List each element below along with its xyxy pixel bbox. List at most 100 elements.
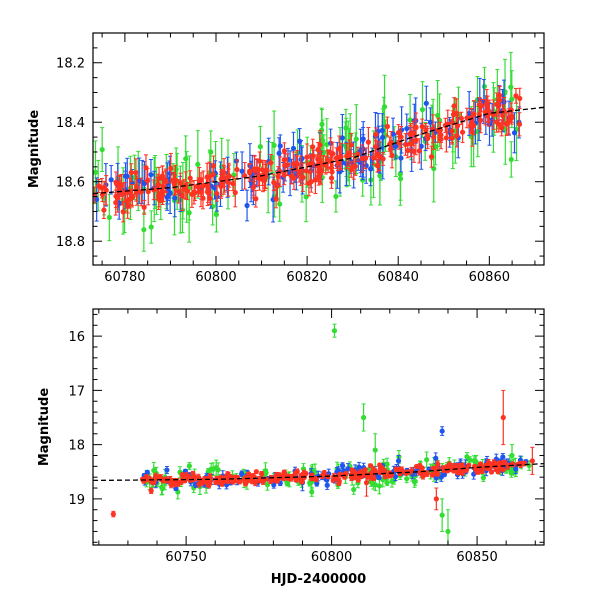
top-x-tick-label: 60840 (378, 270, 419, 285)
top-blue-point (466, 91, 472, 136)
bottom-green-point (424, 451, 430, 468)
top-red-point (198, 177, 204, 208)
top-blue-point (404, 113, 410, 144)
top-red-point (273, 188, 279, 209)
top-blue-point (108, 165, 114, 195)
bottom-red-point (456, 462, 462, 470)
bottom-red-point (321, 470, 327, 476)
bottom-plot-area (93, 323, 544, 545)
bottom-red-point (393, 466, 399, 473)
bottom-red-point (168, 480, 174, 489)
bottom-red-point (435, 470, 441, 477)
top-red-point (312, 165, 319, 195)
top-red-point (348, 132, 354, 158)
top-blue-point (296, 128, 303, 155)
top-y-tick-label: 18.6 (56, 176, 85, 191)
bottom-red-point (476, 469, 482, 475)
bottom-red-point (418, 471, 424, 477)
top-axes-frame (92, 32, 545, 266)
top-red-point (497, 85, 503, 115)
top-red-point (168, 152, 174, 184)
bottom-green-point (186, 462, 192, 470)
top-red-point (127, 177, 133, 206)
top-red-point (513, 87, 519, 104)
top-x-tick-label: 60800 (195, 270, 236, 285)
bottom-blue-outlier (439, 426, 445, 436)
bottom-red-point (199, 480, 205, 486)
top-red-point (138, 177, 144, 207)
top-x-tick-label: 60780 (104, 270, 145, 285)
bottom-red-point (294, 468, 300, 475)
bottom-red-point (257, 477, 263, 484)
top-red-point (359, 144, 365, 173)
top-red-point (428, 145, 435, 168)
bottom-blue-point (376, 475, 382, 481)
top-red-point (328, 153, 335, 183)
bottom-green-point (208, 462, 214, 476)
top-red-point (430, 114, 436, 144)
top-y-axis-label: Magnitude (27, 110, 42, 189)
top-blue-point (164, 183, 170, 211)
bottom-green-outlier (439, 498, 445, 532)
top-green-point (213, 196, 219, 233)
bottom-red-point (433, 465, 439, 471)
top-red-point (384, 116, 391, 137)
bottom-red-outlier (148, 487, 154, 494)
top-red-point (163, 170, 169, 194)
bottom-blue-point (438, 472, 444, 482)
bottom-red-point (379, 465, 385, 472)
bottom-series-red (110, 389, 535, 518)
bottom-y-tick-label: 17 (68, 384, 85, 399)
top-blue-point (418, 122, 424, 170)
top-red-point (310, 138, 316, 155)
top-red-point (113, 189, 119, 216)
bottom-red-point (189, 476, 195, 482)
bottom-blue-point (192, 481, 199, 488)
bottom-light-curve-panel: 60750 60800 60850 16 17 18 19 Magnitude HJD-2400… (37, 308, 545, 587)
top-blue-point (239, 151, 245, 192)
top-red-point (291, 166, 297, 190)
top-red-point (206, 161, 213, 192)
top-red-point (478, 107, 484, 134)
top-light-curve-panel: 60780 60800 60820 60840 60860 18.2 18.4 18.6 18.… (27, 32, 545, 285)
top-series-green (93, 51, 520, 252)
top-red-point (214, 185, 220, 202)
bottom-red-point (290, 473, 296, 480)
bottom-red-point (370, 466, 377, 474)
bottom-green-outlier (445, 509, 451, 545)
bottom-x-tick-label: 60850 (456, 550, 497, 565)
top-red-point (355, 146, 361, 162)
top-red-point (424, 125, 431, 145)
top-red-point (499, 119, 505, 137)
top-red-point (247, 163, 253, 182)
top-red-point (496, 115, 502, 133)
bottom-green-outlier (331, 323, 338, 338)
bottom-red-point (448, 463, 454, 470)
bottom-red-point (284, 475, 290, 481)
top-x-tick-label: 60820 (286, 270, 327, 285)
top-green-point (141, 207, 147, 252)
top-red-point (333, 147, 339, 169)
bottom-series-green (143, 323, 532, 545)
bottom-red-point (429, 472, 435, 478)
top-red-point (225, 168, 231, 184)
bottom-axes-frame (92, 308, 545, 546)
bottom-red-outlier (433, 487, 439, 511)
top-red-point (459, 121, 466, 144)
bottom-red-point (495, 469, 501, 475)
top-red-point (395, 124, 402, 142)
bottom-y-tick-label: 16 (68, 330, 85, 345)
bottom-y-tick-label: 19 (68, 493, 85, 508)
bottom-blue-point (164, 466, 170, 475)
bottom-red-point (370, 474, 376, 481)
top-blue-point (212, 176, 218, 200)
top-red-point (506, 108, 512, 135)
bottom-green-point (404, 474, 410, 484)
top-blue-point (276, 137, 282, 170)
top-red-point (323, 155, 329, 175)
bottom-red-point (336, 472, 342, 478)
top-red-point (257, 151, 263, 171)
bottom-green-point (351, 484, 357, 495)
bottom-red-point (157, 473, 163, 480)
top-green-point (106, 193, 112, 242)
